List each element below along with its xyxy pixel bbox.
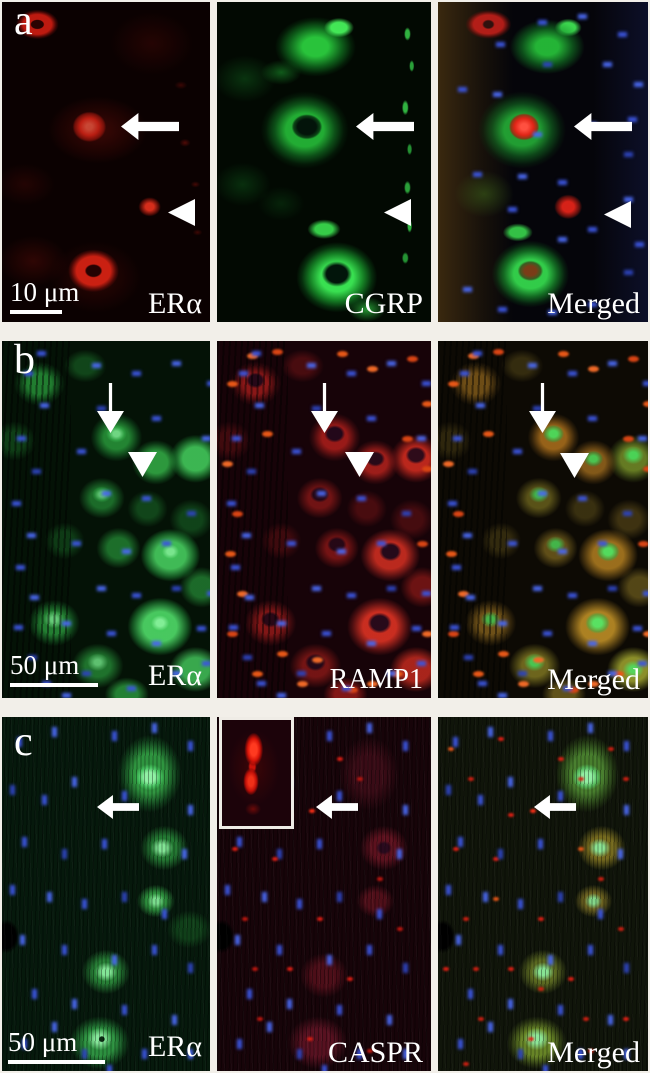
arrow-icon xyxy=(316,795,358,819)
channel-label: ERα xyxy=(147,659,202,692)
fiber-texture xyxy=(438,341,508,698)
panel-letter-b: b xyxy=(14,341,35,383)
scale-bar-line xyxy=(10,683,98,687)
arrow-icon xyxy=(311,383,338,433)
scale-bar-line xyxy=(10,310,62,314)
panel-c-caspr: CASPR xyxy=(217,717,431,1071)
channel-label: Merged xyxy=(547,663,640,696)
arrowhead-icon xyxy=(345,452,374,477)
scale-bar: 50 μm xyxy=(10,652,98,687)
fiber-texture xyxy=(2,717,210,1071)
panel-letter-c: c xyxy=(14,719,33,765)
dapi-nuclei xyxy=(2,341,11,346)
arrow-icon xyxy=(574,113,632,140)
paranode-inset xyxy=(219,717,294,829)
dapi-nuclei xyxy=(438,717,443,727)
panel-b-er-alpha: b 50 μm ERα xyxy=(2,341,210,698)
dapi-nuclei xyxy=(2,717,7,727)
scale-label: 50 μm xyxy=(8,1027,78,1057)
dapi-nuclei xyxy=(217,341,226,346)
scale-label: 50 μm xyxy=(10,650,80,680)
channel-label: RAMP1 xyxy=(329,664,423,696)
arrow-icon xyxy=(529,383,556,433)
arrowhead-icon xyxy=(604,201,631,228)
panel-a-merged: Merged xyxy=(438,2,648,322)
panel-c-merged: Merged xyxy=(438,717,648,1071)
channel-label: CGRP xyxy=(344,287,423,320)
arrow-icon xyxy=(97,383,124,433)
dapi-nuclei xyxy=(438,341,447,346)
channel-label: Merged xyxy=(547,1036,640,1069)
scale-label: 10 μm xyxy=(10,277,80,307)
arrowhead-icon xyxy=(128,452,157,477)
arrowhead-icon xyxy=(384,199,411,226)
panel-b-merged: Merged xyxy=(438,341,648,698)
arrowhead-icon xyxy=(560,453,589,478)
panel-b-ramp1: RAMP1 xyxy=(217,341,431,698)
panel-letter-a: a xyxy=(14,2,33,44)
fiber-texture xyxy=(438,717,648,1071)
arrowhead-icon xyxy=(168,199,195,226)
fiber-texture xyxy=(2,341,71,698)
scale-bar-line xyxy=(8,1060,105,1064)
arrow-icon xyxy=(121,113,179,140)
arrow-icon xyxy=(356,113,414,140)
channel-label: ERα xyxy=(147,287,202,320)
scale-bar: 10 μm xyxy=(10,279,79,314)
panel-a-er-alpha: a 10 μm ERα xyxy=(2,2,210,322)
scale-bar: 50 μm xyxy=(8,1029,105,1064)
panel-a-cgrp: CGRP xyxy=(217,2,431,322)
channel-label: CASPR xyxy=(327,1036,423,1069)
arrow-icon xyxy=(534,795,576,819)
fiber-texture xyxy=(217,341,288,698)
arrow-icon xyxy=(97,795,139,819)
dapi-nuclei xyxy=(438,2,447,7)
panel-c-er-alpha: c 50 μm ERα xyxy=(2,717,210,1071)
channel-label: Merged xyxy=(547,287,640,320)
channel-label: ERα xyxy=(147,1030,202,1063)
